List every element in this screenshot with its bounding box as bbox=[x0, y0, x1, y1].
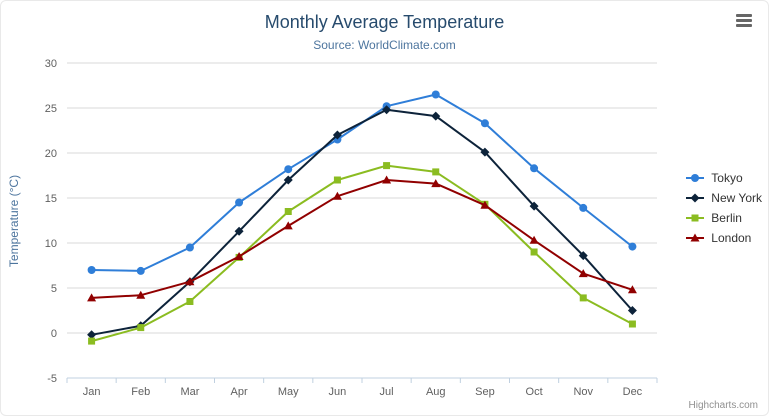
series-point-london[interactable] bbox=[627, 285, 637, 294]
series-point-berlin[interactable] bbox=[88, 337, 96, 345]
x-axis-tick-label: Jun bbox=[329, 386, 347, 398]
series-point-new-york[interactable] bbox=[431, 111, 441, 121]
y-axis-tick-label: 0 bbox=[51, 328, 57, 340]
legend-marker-circle-icon bbox=[686, 174, 705, 182]
series-point-tokyo[interactable] bbox=[185, 243, 194, 252]
x-axis-tick-label: Jul bbox=[380, 386, 394, 398]
series-point-new-york[interactable] bbox=[382, 105, 392, 115]
legend-marker-diamond-icon bbox=[686, 193, 705, 203]
x-axis-tick-label: Oct bbox=[526, 386, 543, 398]
y-axis-tick-label: -5 bbox=[47, 373, 57, 385]
series-point-london[interactable] bbox=[578, 269, 588, 278]
chart-title: Monthly Average Temperature bbox=[264, 12, 505, 32]
series-point-tokyo[interactable] bbox=[284, 165, 293, 174]
export-menu-button[interactable] bbox=[732, 9, 758, 31]
x-axis-tick-label: Sep bbox=[475, 386, 495, 398]
series-point-london[interactable] bbox=[480, 200, 490, 209]
x-axis-tick-label: Dec bbox=[623, 386, 643, 398]
hamburger-icon bbox=[736, 19, 752, 22]
legend: Tokyo New York Berlin London bbox=[686, 171, 762, 245]
legend-item-berlin[interactable]: Berlin bbox=[686, 211, 762, 225]
series-point-tokyo[interactable] bbox=[431, 90, 440, 99]
series-point-london[interactable] bbox=[234, 252, 244, 260]
series-point-berlin[interactable] bbox=[628, 320, 636, 328]
series-point-london[interactable] bbox=[382, 175, 392, 184]
series-point-new-york[interactable] bbox=[627, 306, 637, 315]
legend-symbol bbox=[691, 174, 700, 182]
series-point-tokyo[interactable] bbox=[235, 198, 244, 207]
legend-label: Tokyo bbox=[711, 171, 743, 185]
x-axis-tick-label: Aug bbox=[426, 386, 446, 398]
legend-label: Berlin bbox=[711, 211, 742, 225]
series-line-berlin bbox=[90, 164, 634, 343]
series-point-tokyo[interactable] bbox=[628, 242, 637, 251]
x-axis-tick-label: Mar bbox=[180, 386, 199, 398]
series-point-tokyo[interactable] bbox=[136, 266, 145, 275]
legend-label: New York bbox=[711, 191, 762, 205]
x-axis-tick-label: Nov bbox=[573, 386, 593, 398]
series-point-new-york[interactable] bbox=[578, 251, 588, 261]
series-point-berlin[interactable] bbox=[284, 208, 292, 215]
series-point-berlin[interactable] bbox=[579, 294, 587, 302]
series-point-tokyo[interactable] bbox=[480, 119, 489, 128]
y-axis-tick-label: 25 bbox=[45, 103, 57, 115]
series-point-berlin[interactable] bbox=[137, 324, 145, 332]
hamburger-icon bbox=[736, 24, 752, 27]
series-point-new-york[interactable] bbox=[480, 147, 490, 157]
legend-marker-triangle-icon bbox=[686, 233, 705, 242]
legend-symbol bbox=[691, 214, 699, 222]
series-line-new-york bbox=[90, 108, 634, 336]
y-axis-tick-label: 10 bbox=[45, 238, 57, 250]
y-axis-tick-label: 5 bbox=[51, 283, 57, 295]
series-point-berlin[interactable] bbox=[530, 248, 538, 256]
series-point-new-york[interactable] bbox=[87, 330, 97, 340]
series-point-berlin[interactable] bbox=[383, 162, 391, 170]
series-point-london[interactable] bbox=[529, 235, 539, 244]
series-point-london[interactable] bbox=[283, 221, 293, 230]
series-point-new-york[interactable] bbox=[332, 130, 342, 140]
y-axis-tick-label: 30 bbox=[45, 58, 57, 70]
series-point-london[interactable] bbox=[136, 290, 146, 299]
x-axis-tick-label: Apr bbox=[231, 386, 248, 398]
series-point-berlin[interactable] bbox=[186, 298, 194, 305]
series-point-new-york[interactable] bbox=[234, 226, 244, 236]
y-axis-title: Temperature (°C) bbox=[7, 175, 21, 267]
series-point-tokyo[interactable] bbox=[87, 266, 96, 274]
legend-symbol bbox=[690, 233, 700, 242]
series-point-tokyo[interactable] bbox=[579, 203, 588, 212]
series-point-london[interactable] bbox=[87, 293, 97, 302]
legend-label: London bbox=[711, 231, 752, 245]
series-point-london[interactable] bbox=[332, 191, 342, 200]
series-line-tokyo bbox=[90, 93, 634, 272]
series-point-berlin[interactable] bbox=[432, 168, 440, 176]
series-point-berlin[interactable] bbox=[333, 176, 341, 184]
y-axis-tick-label: 15 bbox=[45, 193, 57, 205]
x-axis-tick-label: Feb bbox=[131, 386, 150, 398]
legend-symbol bbox=[690, 193, 700, 203]
credits-link[interactable]: Highcharts.com bbox=[688, 400, 758, 411]
series-point-london[interactable] bbox=[185, 277, 195, 286]
x-axis-tick-label: May bbox=[278, 386, 299, 398]
series-point-tokyo[interactable] bbox=[530, 164, 539, 173]
legend-item-tokyo[interactable]: Tokyo bbox=[686, 171, 762, 185]
hamburger-icon bbox=[736, 14, 752, 17]
legend-item-new-york[interactable]: New York bbox=[686, 191, 762, 205]
series-line-london bbox=[90, 179, 634, 299]
legend-marker-square-icon bbox=[686, 214, 705, 222]
chart-subtitle: Source: WorldClimate.com bbox=[313, 38, 456, 52]
series-point-new-york[interactable] bbox=[529, 201, 539, 211]
series-point-london[interactable] bbox=[431, 179, 441, 188]
y-axis-tick-label: 20 bbox=[45, 148, 57, 160]
series-point-new-york[interactable] bbox=[283, 175, 293, 185]
x-axis-tick-label: Jan bbox=[83, 386, 101, 398]
legend-item-london[interactable]: London bbox=[686, 231, 762, 245]
